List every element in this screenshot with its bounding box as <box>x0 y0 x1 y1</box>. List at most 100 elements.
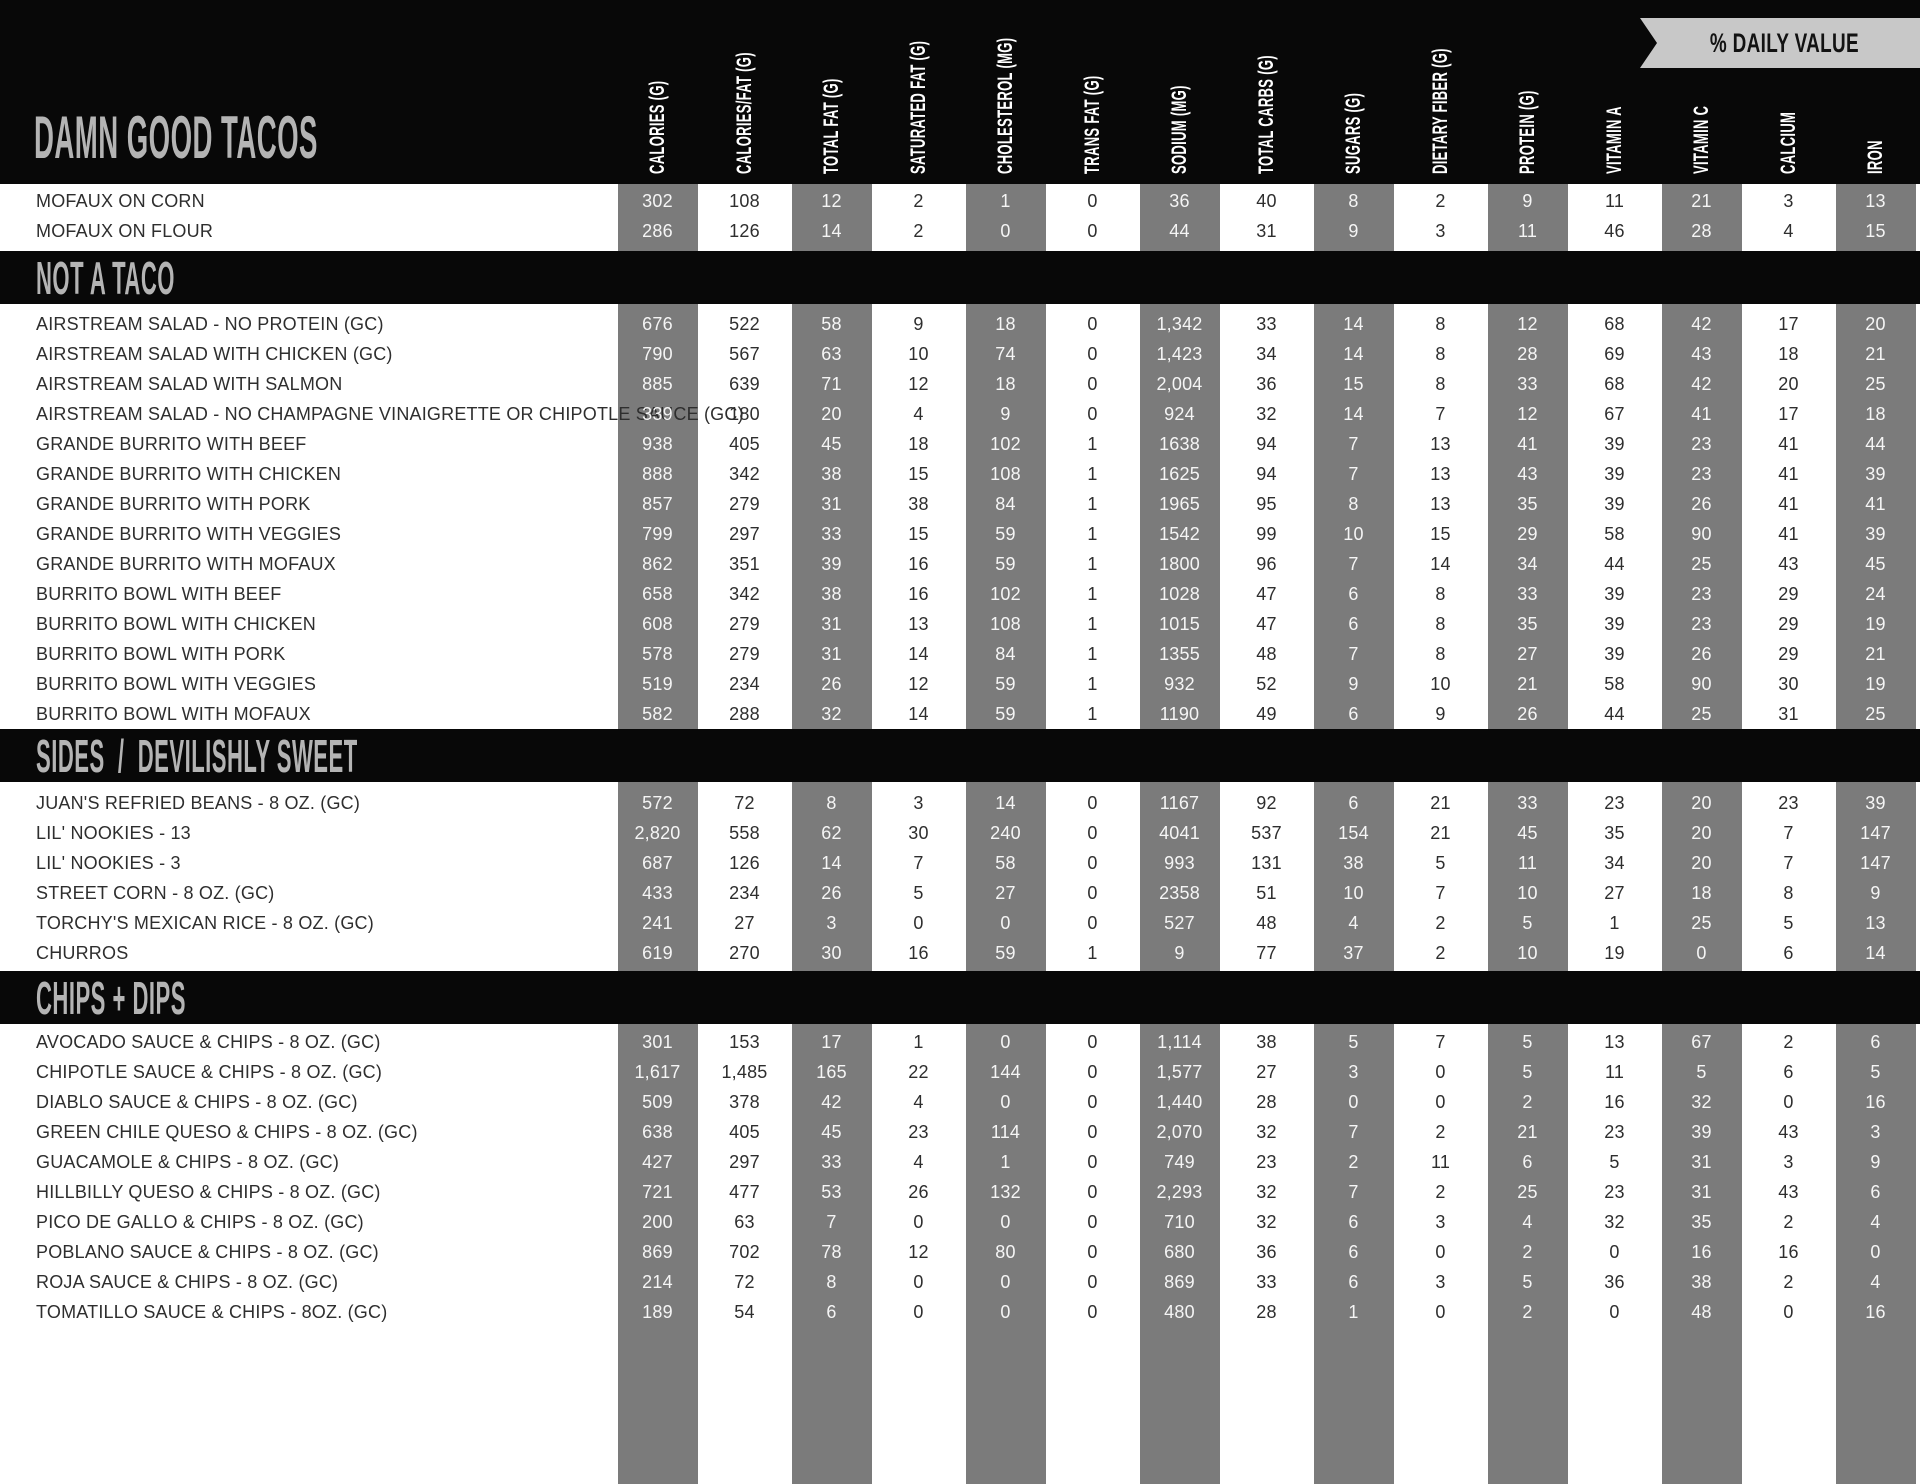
row-label: LIL' NOOKIES - 3 <box>36 852 181 873</box>
cell-value: 59 <box>995 673 1016 694</box>
cell-value: 7 <box>1435 882 1446 903</box>
cell-value: 25 <box>1865 373 1886 394</box>
cell-value: 38 <box>908 493 929 514</box>
table-row: JUAN'S REFRIED BEANS - 8 OZ. (GC) 572 72 8 3… <box>0 788 1920 818</box>
cell-value: 126 <box>729 220 760 241</box>
cell-value: 433 <box>642 882 673 903</box>
cell-value: 12 <box>1517 313 1538 334</box>
cell-value: 189 <box>642 1301 673 1322</box>
cell-value: 5 <box>1609 1151 1620 1172</box>
cell-value: 9 <box>1348 673 1359 694</box>
cell-value: 154 <box>1338 822 1369 843</box>
cell-value: 34 <box>1604 852 1625 873</box>
cell-value: 869 <box>1164 1271 1195 1292</box>
cell-value: 54 <box>734 1301 755 1322</box>
cell-value: 27 <box>734 912 755 933</box>
cell-value: 0 <box>1087 190 1098 211</box>
cell-value: 18 <box>1865 403 1886 424</box>
cell-value: 16 <box>908 583 929 604</box>
cell-value: 2,820 <box>634 822 681 843</box>
cell-value: 33 <box>1517 583 1538 604</box>
cell-value: 29 <box>1778 613 1799 634</box>
cell-value: 240 <box>990 822 1021 843</box>
table-row: GREEN CHILE QUESO & CHIPS - 8 OZ. (GC) 63… <box>0 1117 1920 1147</box>
cell-value: 2 <box>1348 1151 1359 1172</box>
cell-value: 74 <box>995 343 1016 364</box>
cell-value: 7 <box>1348 433 1359 454</box>
cell-value: 1 <box>1087 523 1098 544</box>
column-header: DIETARY FIBER (G) <box>1428 48 1452 174</box>
cell-value: 13 <box>1430 493 1451 514</box>
cell-value: 1,342 <box>1156 313 1203 334</box>
row-label: GRANDE BURRITO WITH BEEF <box>36 433 307 454</box>
cell-value: 799 <box>642 523 673 544</box>
table-row: PICO DE GALLO & CHIPS - 8 OZ. (GC) 200 63 7… <box>0 1207 1920 1237</box>
row-label: BURRITO BOWL WITH PORK <box>36 643 286 664</box>
table-row: CHIPOTLE SAUCE & CHIPS - 8 OZ. (GC) 1,617… <box>0 1057 1920 1087</box>
nutrition-table-body: MOFAUX ON CORN 302 108 12 2 1 0 36 40 8 2 9 11 21 3 13 M… <box>0 184 1920 1484</box>
cell-value: 9 <box>1522 190 1533 211</box>
cell-value: 41 <box>1517 433 1538 454</box>
row-label: MOFAUX ON FLOUR <box>36 220 214 241</box>
cell-value: 43 <box>1778 553 1799 574</box>
cell-value: 1028 <box>1159 583 1200 604</box>
cell-value: 710 <box>1164 1211 1195 1232</box>
cell-value: 3 <box>1870 1121 1881 1142</box>
cell-value: 68 <box>1604 373 1625 394</box>
cell-value: 36 <box>1256 1241 1277 1262</box>
cell-value: 35 <box>1517 613 1538 634</box>
cell-value: 72 <box>734 792 755 813</box>
cell-value: 0 <box>1870 1241 1881 1262</box>
cell-value: 2 <box>1435 1121 1446 1142</box>
cell-value: 7 <box>1783 852 1794 873</box>
cell-value: 7 <box>1348 463 1359 484</box>
cell-value: 509 <box>642 1091 673 1112</box>
cell-value: 1,617 <box>634 1061 681 1082</box>
table-row: BURRITO BOWL WITH BEEF 658 342 38 16 102 1 1028… <box>0 579 1920 609</box>
cell-value: 102 <box>990 433 1021 454</box>
cell-value: 43 <box>1691 343 1712 364</box>
table-row: GUACAMOLE & CHIPS - 8 OZ. (GC) 427 297 33 4 1… <box>0 1147 1920 1177</box>
table-row: AVOCADO SAUCE & CHIPS - 8 OZ. (GC) 301 153… <box>0 1027 1920 1057</box>
cell-value: 10 <box>1343 882 1364 903</box>
cell-value: 3 <box>913 792 924 813</box>
column-header: PROTEIN (G) <box>1515 90 1539 174</box>
cell-value: 0 <box>1087 403 1098 424</box>
cell-value: 7 <box>1348 1181 1359 1202</box>
cell-value: 20 <box>1691 792 1712 813</box>
table-row: GRANDE BURRITO WITH PORK 857 279 31 38 84 1 196… <box>0 489 1920 519</box>
cell-value: 35 <box>1691 1211 1712 1232</box>
cell-value: 0 <box>913 912 924 933</box>
cell-value: 18 <box>995 313 1016 334</box>
section-bar-title: SIDES / DEVILISHLY SWEET <box>36 729 358 782</box>
cell-value: 924 <box>1164 403 1195 424</box>
cell-value: 39 <box>1604 613 1625 634</box>
cell-value: 19 <box>1865 613 1886 634</box>
cell-value: 13 <box>1430 433 1451 454</box>
cell-value: 165 <box>816 1061 847 1082</box>
cell-value: 80 <box>995 1241 1016 1262</box>
cell-value: 14 <box>1430 553 1451 574</box>
cell-value: 1,577 <box>1156 1061 1203 1082</box>
cell-value: 33 <box>1517 373 1538 394</box>
cell-value: 680 <box>1164 1241 1195 1262</box>
table-row: LIL' NOOKIES - 13 2,820 558 62 30 240 0 4041 537… <box>0 818 1920 848</box>
cell-value: 5 <box>1783 912 1794 933</box>
cell-value: 302 <box>642 190 673 211</box>
column-header: SUGARS (G) <box>1341 92 1365 174</box>
row-label: GRANDE BURRITO WITH CHICKEN <box>36 463 342 484</box>
column-stripe <box>1835 184 1916 1484</box>
daily-value-banner: % DAILY VALUE <box>1640 18 1920 68</box>
cell-value: 18 <box>995 373 1016 394</box>
cell-value: 22 <box>908 1061 929 1082</box>
cell-value: 0 <box>1087 1121 1098 1142</box>
cell-value: 0 <box>1087 1031 1098 1052</box>
cell-value: 2 <box>913 220 924 241</box>
cell-value: 41 <box>1778 433 1799 454</box>
cell-value: 43 <box>1778 1181 1799 1202</box>
cell-value: 1 <box>1087 942 1098 963</box>
cell-value: 72 <box>734 1271 755 1292</box>
table-row: AIRSTREAM SALAD - NO PROTEIN (GC) 676 522 5… <box>0 309 1920 339</box>
cell-value: 938 <box>642 433 673 454</box>
cell-value: 2 <box>1435 1181 1446 1202</box>
